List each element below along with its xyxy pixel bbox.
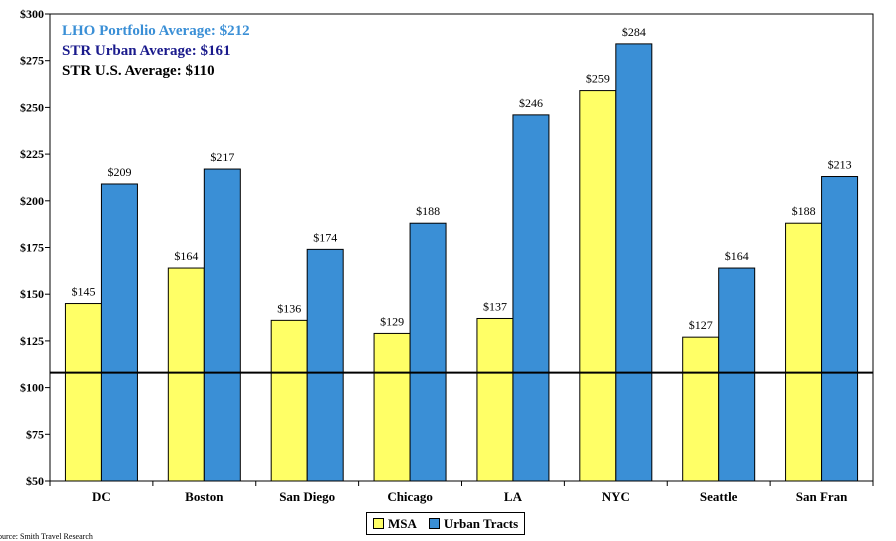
annotation-0: LHO Portfolio Average: $212 — [62, 23, 250, 39]
data-label: $127 — [689, 318, 713, 332]
bar-msa — [785, 222, 823, 482]
data-label: $136 — [277, 301, 301, 315]
bar-msa — [373, 332, 411, 482]
legend: MSA Urban Tracts — [366, 512, 526, 535]
data-label: $137 — [483, 299, 507, 313]
bar-urban-tracts — [821, 176, 859, 482]
x-tick-label: LA — [504, 489, 523, 504]
bar-urban-tracts — [306, 248, 344, 482]
data-label: $284 — [622, 25, 646, 39]
data-label: $164 — [174, 249, 198, 263]
data-label: $217 — [210, 150, 234, 164]
y-tick-label: $250 — [20, 100, 44, 114]
annotations: LHO Portfolio Average: $212 STR Urban Ave… — [62, 23, 250, 79]
x-tick-label: Boston — [185, 489, 224, 504]
bar-urban-tracts — [512, 114, 550, 482]
bar-msa — [682, 336, 720, 482]
bar-urban-tracts — [615, 43, 653, 482]
bar-urban-tracts — [718, 267, 756, 482]
x-tick-label: Chicago — [387, 489, 433, 504]
bar-msa — [270, 319, 308, 482]
source-note: ource: Smith Travel Research — [0, 532, 93, 541]
legend-label-msa: MSA — [388, 515, 417, 531]
x-tick-label: San Fran — [796, 489, 848, 504]
data-label: $188 — [416, 204, 440, 218]
y-tick-label: $175 — [20, 241, 44, 255]
x-tick-label: Seattle — [700, 489, 738, 504]
y-tick-label: $225 — [20, 147, 44, 161]
y-tick-label: $300 — [20, 7, 44, 21]
y-tick-label: $275 — [20, 54, 44, 68]
data-label: $188 — [792, 204, 816, 218]
legend-label-urban-tracts: Urban Tracts — [443, 515, 519, 531]
annotation-2: STR U.S. Average: $110 — [62, 63, 215, 79]
y-tick-label: $50 — [26, 474, 44, 488]
y-tick-label: $125 — [20, 334, 44, 348]
bar-msa — [476, 317, 514, 482]
data-label: $129 — [380, 314, 404, 328]
data-labels: $145 $209 $164 $217 $136 $174 $129 $188 $137 $246… — [71, 25, 851, 332]
x-tick-label: NYC — [602, 489, 630, 504]
data-label: $164 — [725, 249, 749, 263]
bar-urban-tracts — [409, 222, 447, 482]
x-tick-label: DC — [92, 489, 111, 504]
bar-msa — [167, 267, 205, 482]
legend-item-msa: MSA — [373, 516, 417, 532]
y-tick-label: $100 — [20, 381, 44, 395]
data-label: $174 — [313, 230, 337, 244]
x-axis: DC Boston San Diego Chicago LA NYC Seattle San … — [49, 481, 874, 504]
y-tick-label: $200 — [20, 194, 44, 208]
bars — [50, 43, 873, 482]
legend-swatch-urban-tracts — [428, 518, 440, 529]
bar-urban-tracts — [203, 168, 241, 482]
x-tick-label: San Diego — [279, 489, 335, 504]
data-label: $213 — [828, 158, 852, 172]
y-tick-label: $75 — [26, 427, 44, 441]
data-label: $209 — [107, 165, 131, 179]
data-label: $145 — [71, 285, 95, 299]
bar-msa — [579, 90, 617, 482]
bar-urban-tracts — [100, 183, 138, 482]
bar-msa — [64, 303, 102, 482]
data-label: $246 — [519, 96, 543, 110]
legend-item-urban-tracts: Urban Tracts — [428, 515, 519, 532]
data-label: $259 — [586, 72, 610, 86]
legend-swatch-msa — [373, 518, 384, 529]
annotation-1: STR Urban Average: $161 — [62, 43, 230, 59]
y-tick-label: $150 — [20, 287, 44, 301]
